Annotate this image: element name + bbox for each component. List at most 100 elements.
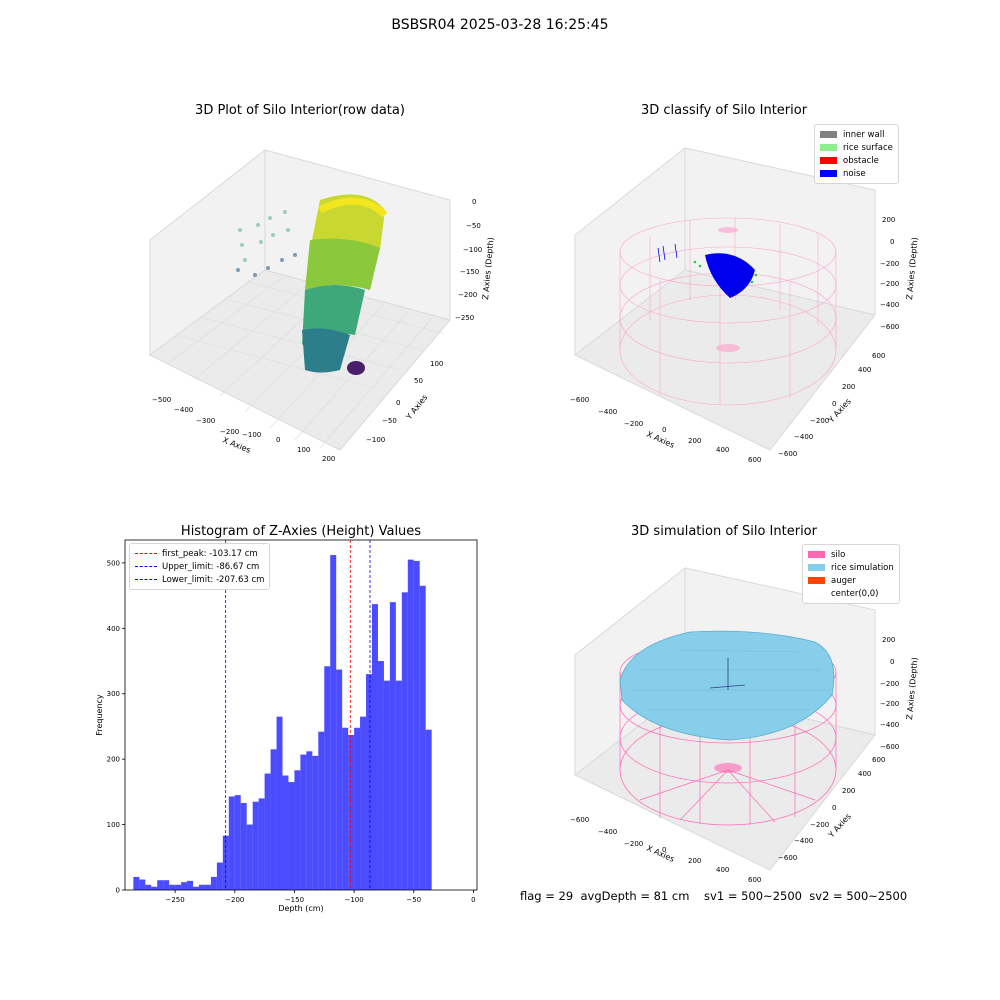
legend-label: inner wall <box>843 129 885 140</box>
histogram-x-tick: 0 <box>471 896 475 904</box>
raw-y-tick: 0 <box>396 399 400 407</box>
classify-legend: inner wall rice surface obstacle noise <box>814 124 899 184</box>
raw-z-tick: 0 <box>472 198 476 206</box>
classify-y-tick: 0 <box>832 400 836 408</box>
sim-x-tick: 400 <box>716 866 729 874</box>
legend-label: auger <box>831 575 856 586</box>
histogram-bar <box>145 884 152 890</box>
histogram-bar <box>354 727 361 890</box>
classify-y-tick: 400 <box>858 366 871 374</box>
histogram-bar <box>371 604 378 890</box>
simulation-legend: silo rice simulation auger center(0,0) <box>802 544 900 604</box>
classify-3d-plot: −600 −400 −200 0 200 400 600 −600 −400 −… <box>570 146 919 464</box>
legend-item-rice-surface: rice surface <box>820 141 893 154</box>
raw-z-tick: −50 <box>466 222 481 230</box>
histogram-bar <box>193 886 199 890</box>
raw-x-tick: −400 <box>174 406 193 414</box>
histogram-bar <box>377 661 384 890</box>
histogram-bar <box>169 884 176 890</box>
raw-x-tick: 100 <box>297 446 310 454</box>
classify-x-label: X Axies <box>645 430 676 450</box>
raw-y-tick: −100 <box>366 436 385 444</box>
histogram-bar <box>234 795 241 890</box>
histogram-bar <box>366 674 372 890</box>
legend-item-noise: noise <box>820 167 893 180</box>
legend-label: rice surface <box>843 142 893 153</box>
sim-y-tick: −600 <box>778 854 797 862</box>
classify-y-label: Y Axies <box>826 397 853 425</box>
legend-swatch <box>820 170 837 177</box>
histogram-bar <box>413 560 420 890</box>
histogram-bar <box>246 824 253 890</box>
legend-label: center(0,0) <box>831 588 879 599</box>
histogram-bar <box>306 751 313 890</box>
legend-swatch <box>808 577 825 584</box>
histogram-bar <box>288 782 295 890</box>
legend-item-first-peak: first_peak: -103.17 cm <box>135 547 264 560</box>
sim-z-tick: 200 <box>882 636 895 644</box>
sim-x-tick: 0 <box>662 846 666 854</box>
sim-x-tick: −400 <box>598 828 617 836</box>
raw-point-cloud <box>236 194 388 375</box>
sim-z-label: Z Axies (Depth) <box>905 657 919 720</box>
raw-x-tick: −500 <box>152 396 171 404</box>
histogram-bar <box>324 666 331 890</box>
histogram-bar <box>425 729 432 890</box>
sim-x-tick: −200 <box>624 840 643 848</box>
histogram-bar <box>210 876 217 890</box>
legend-line <box>135 553 157 554</box>
histogram-bar <box>252 801 259 890</box>
histogram-bar <box>407 559 414 890</box>
legend-swatch <box>820 144 837 151</box>
legend-swatch <box>808 551 825 558</box>
legend-item-inner-wall: inner wall <box>820 128 893 141</box>
sim-x-label: X Axies <box>645 844 676 864</box>
sim-y-tick: 600 <box>872 756 885 764</box>
sim-x-tick: −600 <box>570 816 589 824</box>
histogram-title: Histogram of Z-Axies (Height) Values <box>180 524 422 539</box>
histogram-y-tick: 0 <box>116 887 120 895</box>
histogram-bar <box>133 876 140 890</box>
raw-3d-plot: −500 −400 −300 −200 −100 0 100 200 −100 … <box>149 148 495 463</box>
classify-x-tick: −400 <box>598 408 617 416</box>
legend-label: rice simulation <box>831 562 894 573</box>
raw-y-tick: 100 <box>430 360 443 368</box>
histogram-bar <box>401 592 408 890</box>
classify-y-tick: −200 <box>810 417 829 425</box>
histogram-y-tick: 500 <box>107 559 120 567</box>
classify-z-tick: −200 <box>880 260 899 268</box>
simulation-plot-title: 3D simulation of Silo Interior <box>631 524 817 539</box>
histogram-x-tick: −100 <box>344 896 363 904</box>
raw-x-tick: −300 <box>196 417 215 425</box>
histogram-bar <box>198 884 205 890</box>
histogram-x-tick: −200 <box>225 896 244 904</box>
sim-z-tick: −400 <box>880 721 899 729</box>
histogram-y-tick: 300 <box>107 690 120 698</box>
histogram-bar <box>395 680 402 890</box>
legend-swatch <box>820 131 837 138</box>
histogram-bar <box>360 716 367 890</box>
sim-y-tick: −400 <box>794 837 813 845</box>
histogram-bar <box>187 880 194 890</box>
legend-label: first_peak: -103.17 cm <box>162 548 258 559</box>
histogram-bar <box>318 731 325 890</box>
classify-z-tick: −200 <box>880 280 899 288</box>
classify-z-tick: −400 <box>880 301 899 309</box>
sim-z-tick: −200 <box>880 680 899 688</box>
raw-y-tick: 50 <box>414 377 423 385</box>
classify-plot-title: 3D classify of Silo Interior <box>640 103 808 118</box>
classify-x-tick: −200 <box>624 420 643 428</box>
raw-x-tick: −100 <box>242 431 261 439</box>
histogram-bar <box>139 879 146 890</box>
legend-label: Lower_limit: -207.63 cm <box>162 574 265 585</box>
histogram-bar <box>258 798 265 890</box>
sim-z-tick: −200 <box>880 700 899 708</box>
sim-y-tick: 0 <box>832 804 836 812</box>
legend-swatch <box>820 157 837 164</box>
sim-x-tick: 200 <box>688 857 701 865</box>
legend-label: noise <box>843 168 866 179</box>
classify-x-tick: 0 <box>662 426 666 434</box>
raw-z-tick: −150 <box>460 268 479 276</box>
raw-z-tick: −250 <box>455 314 474 322</box>
histogram-bar <box>282 775 289 890</box>
